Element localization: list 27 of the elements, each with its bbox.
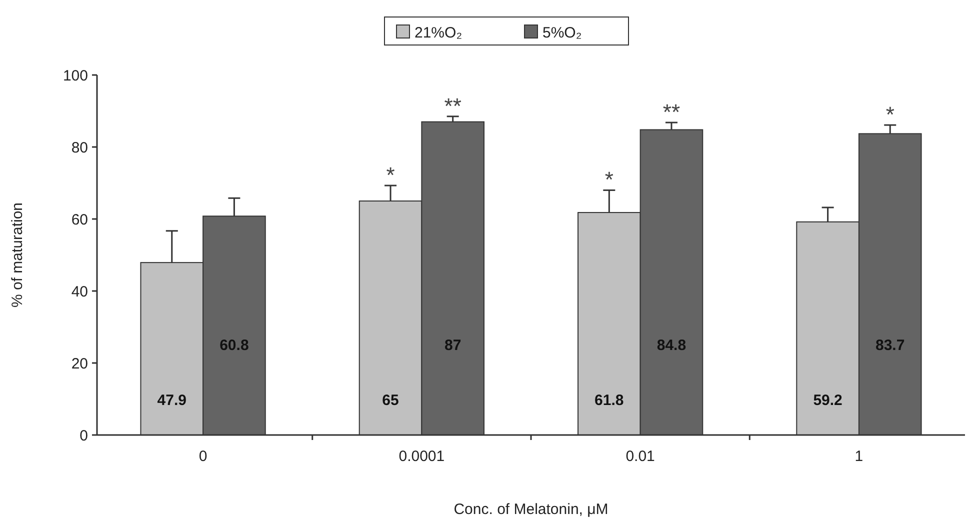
data-label: 59.2 (813, 392, 842, 409)
x-tick-label: 0.0001 (398, 448, 445, 465)
x-tick-label: 0 (198, 448, 208, 465)
data-label: 61.8 (594, 392, 624, 409)
y-axis-title: % of maturation (9, 202, 26, 308)
data-label: 65 (382, 392, 399, 409)
annotation: ** (662, 100, 680, 125)
y-tick-label: 20 (71, 355, 88, 372)
y-tick-label: 100 (62, 67, 88, 84)
annotation: * (604, 167, 614, 192)
data-label: 47.9 (157, 392, 186, 409)
annotation: * (886, 102, 895, 128)
data-label: 60.8 (220, 337, 249, 354)
y-tick-label: 60 (71, 211, 88, 228)
x-tick-label: 1 (854, 448, 864, 465)
annotation: * (386, 162, 396, 188)
data-label: 84.8 (656, 337, 686, 354)
legend-label: 21%O₂ (414, 24, 462, 42)
x-tick-label: 0.01 (626, 448, 655, 465)
annotation: ** (444, 93, 462, 118)
x-axis-title: Conc. of Melatonin, μM (454, 501, 608, 518)
data-label: 83.7 (876, 337, 905, 354)
y-tick-label: 80 (71, 139, 88, 156)
legend-label: 5%O₂ (542, 24, 582, 42)
data-label: 87 (444, 337, 462, 354)
y-tick-label: 0 (80, 427, 88, 444)
y-tick-label: 40 (71, 283, 88, 300)
